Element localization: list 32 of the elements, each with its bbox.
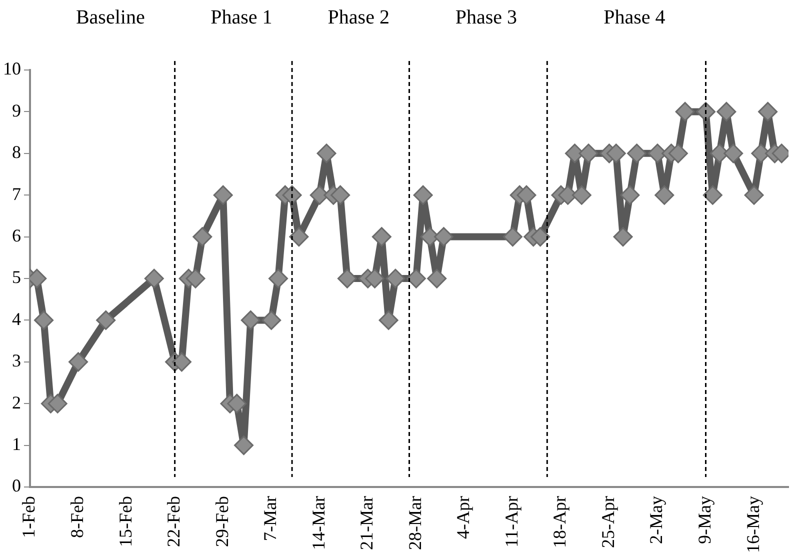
y-tick-label: 10 [3, 58, 21, 79]
x-tick-label: 9-May [694, 496, 714, 544]
text: Phase 2 [328, 6, 390, 28]
x-tick-label: 16-May [742, 496, 763, 554]
y-tick-label: 6 [12, 226, 21, 246]
text: Baseline [76, 6, 145, 28]
x-tick-label: 15-Feb [115, 496, 136, 548]
x-tick-label: 18-Apr [550, 496, 570, 548]
x-tick-label: 28-Mar [404, 496, 425, 550]
y-tick-label: 3 [12, 350, 21, 371]
x-tick-label: 8-Feb [67, 496, 88, 538]
x-tick-label: 11-Apr [501, 496, 522, 548]
x-tick-label: 1-Feb [18, 496, 39, 538]
text: Phase 3 [455, 6, 518, 28]
x-tick-label: 29-Feb [212, 496, 232, 548]
x-tick-label: 21-Mar [356, 496, 377, 550]
y-tick-label: 7 [12, 184, 21, 204]
x-tick-label: 14-Mar [308, 496, 328, 550]
y-tick-label: 4 [12, 308, 21, 329]
text: Phase 4 [604, 6, 666, 28]
y-tick-label: 9 [12, 100, 21, 120]
y-tick-label: 5 [12, 267, 21, 288]
y-tick-label: 1 [12, 434, 21, 454]
x-tick-label: 4-Apr [453, 496, 474, 540]
text: Phase 1 [210, 6, 272, 28]
x-tick-label: 2-May [646, 496, 666, 544]
y-tick-label: 2 [12, 392, 21, 412]
y-tick-label: 8 [12, 142, 21, 162]
x-tick-label: 22-Feb [164, 496, 184, 548]
x-tick-label: 25-Apr [598, 496, 618, 548]
x-tick-label: 7-Mar [260, 496, 280, 541]
y-tick-label: 0 [12, 476, 21, 496]
